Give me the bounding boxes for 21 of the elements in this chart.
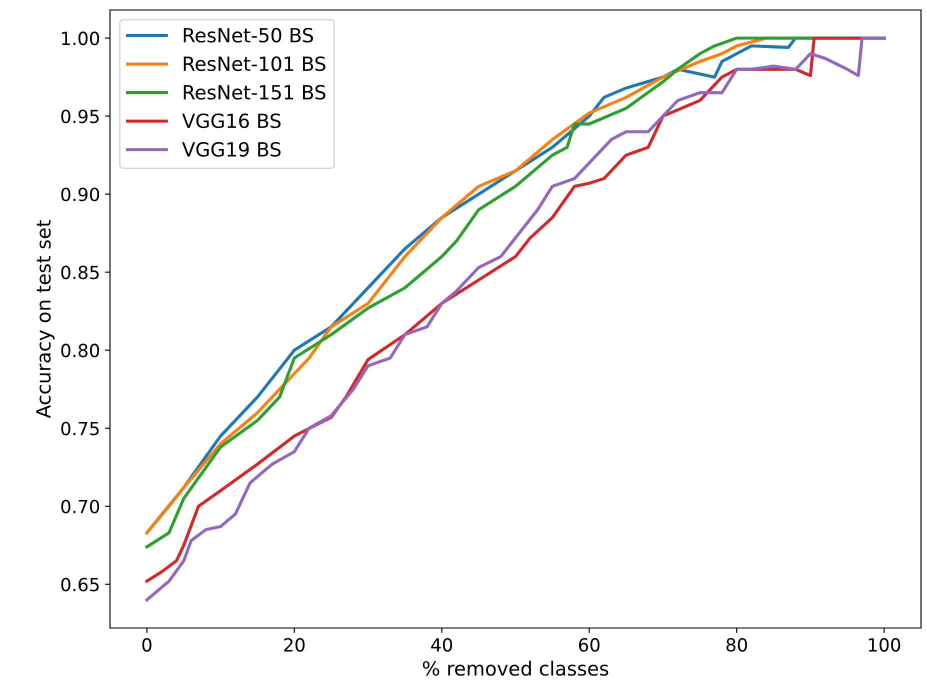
legend-label: VGG16 BS: [182, 113, 281, 128]
y-axis-title: Accuracy on test set: [36, 220, 55, 418]
y-tick-label: 0.90: [61, 188, 100, 202]
legend-label: ResNet-50 BS: [184, 28, 314, 43]
legend-label: ResNet-101 BS: [184, 56, 326, 72]
y-tick-label: 1.00: [62, 32, 100, 46]
x-tick-label: 20: [284, 638, 305, 652]
x-tick-label: 60: [579, 638, 600, 652]
legend-label: ResNet-151 BS: [184, 84, 326, 100]
y-tick-label: 0.70: [61, 500, 100, 514]
y-tick-label: 0.75: [61, 422, 99, 436]
legend-label: VGG19 BS: [182, 142, 281, 157]
x-axis-title: % removed classes: [422, 660, 608, 676]
x-tick-label: 80: [726, 638, 747, 652]
y-tick-label: 0.95: [61, 110, 99, 124]
y-tick-label: 0.65: [61, 578, 99, 592]
y-tick-label: 0.80: [61, 344, 100, 358]
x-tick-label: 40: [431, 638, 452, 652]
y-tick-label: 0.85: [61, 266, 99, 280]
x-tick-label: 0: [142, 638, 152, 652]
x-tick-label: 100: [868, 638, 900, 652]
